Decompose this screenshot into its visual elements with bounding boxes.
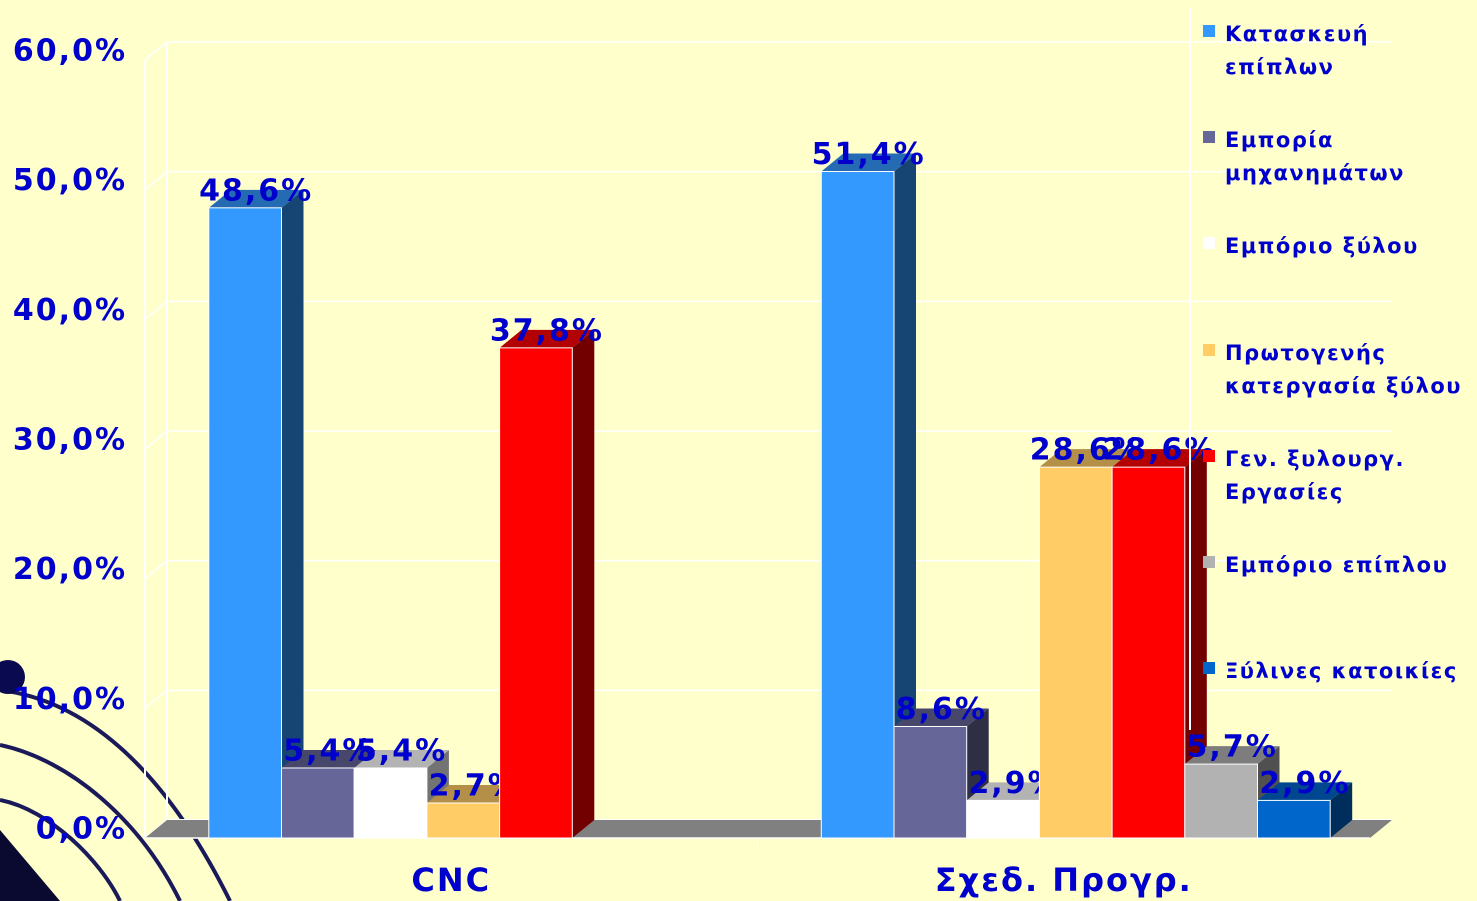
legend-label: Πρωτογενής κατεργασία ξύλου — [1225, 337, 1473, 403]
legend-item: Πρωτογενής κατεργασία ξύλου — [1203, 337, 1473, 403]
x-tick-label: Σχεδ. Προγρ. — [935, 861, 1193, 899]
bar — [894, 726, 967, 838]
y-tick-label: 40,0% — [13, 293, 127, 328]
bar — [354, 768, 427, 838]
y-tick-label: 20,0% — [13, 552, 127, 587]
y-tick-label: 0,0% — [36, 812, 127, 847]
legend-swatch — [1203, 450, 1215, 462]
value-label: 8,6% — [896, 692, 987, 727]
value-label: 5,4% — [356, 733, 447, 768]
page: 0,0% 10,0% 20,0% 30,0% 40,0% 50,0% 60,0% CNC 48,… — [0, 0, 1477, 901]
legend-label: Ξύλινες κατοικίες — [1225, 655, 1473, 688]
legend-swatch — [1203, 662, 1215, 674]
bar — [282, 768, 355, 838]
bar — [427, 803, 500, 838]
bar-side — [572, 330, 594, 838]
legend-label: Κατασκευή επίπλων — [1225, 18, 1473, 84]
bar — [1185, 764, 1258, 838]
y-tick-label: 60,0% — [13, 34, 127, 69]
legend-swatch — [1203, 556, 1215, 568]
legend-swatch — [1203, 344, 1215, 356]
value-label: 5,7% — [1187, 730, 1278, 765]
bar — [967, 800, 1040, 838]
legend-item: Εμπόριο ξύλου — [1203, 230, 1473, 263]
bar — [500, 348, 573, 838]
y-tick-label: 30,0% — [13, 423, 127, 458]
legend-item: Εμπορία μηχανημάτων — [1203, 124, 1473, 190]
legend-item: Ξύλινες κατοικίες — [1203, 655, 1473, 688]
bar — [1258, 800, 1331, 838]
value-label: 37,8% — [490, 313, 604, 348]
legend-item: Εμπόριο επίπλου — [1203, 549, 1473, 582]
bar — [1112, 467, 1185, 838]
value-label: 2,9% — [1259, 766, 1350, 801]
legend-swatch — [1203, 25, 1215, 37]
value-label: 51,4% — [812, 137, 926, 172]
legend-label: Εμπόριο επίπλου — [1225, 549, 1473, 582]
legend-label: Γεν. ξυλουργ. Εργασίες — [1225, 443, 1473, 509]
bar — [209, 208, 282, 838]
legend-item: Γεν. ξυλουργ. Εργασίες — [1203, 443, 1473, 509]
bar — [1039, 467, 1112, 838]
legend-label: Εμπόριο ξύλου — [1225, 230, 1473, 263]
legend-swatch — [1203, 237, 1215, 249]
value-label: 28,6% — [1102, 433, 1216, 468]
grid-line — [145, 301, 1392, 319]
value-label: 48,6% — [199, 173, 313, 208]
x-tick-label: CNC — [411, 861, 491, 899]
y-tick-label: 10,0% — [13, 682, 127, 717]
bar — [821, 172, 894, 838]
legend-swatch — [1203, 131, 1215, 143]
legend-label: Εμπορία μηχανημάτων — [1225, 124, 1473, 190]
y-tick-label: 50,0% — [13, 163, 127, 198]
legend-item: Κατασκευή επίπλων — [1203, 18, 1473, 84]
